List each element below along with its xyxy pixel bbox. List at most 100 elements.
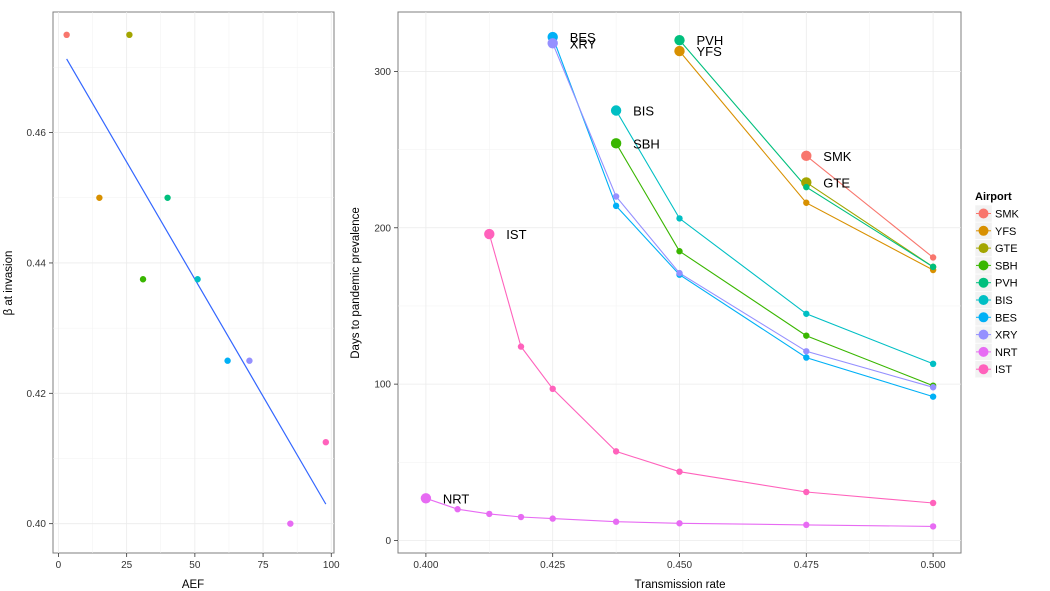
right-gridlines xyxy=(398,12,961,553)
series-point-xry xyxy=(547,38,558,49)
series-point-gte xyxy=(801,177,812,188)
series-point-nrt xyxy=(486,510,493,518)
series-point-yfs xyxy=(803,199,810,206)
series-point-ist xyxy=(549,385,556,393)
series-point-ist xyxy=(803,488,810,496)
left-x-tick-label: 100 xyxy=(323,560,340,571)
left-x-tick-label: 50 xyxy=(189,560,201,571)
series-point-nrt xyxy=(929,523,937,530)
series-point-bes xyxy=(929,393,937,400)
series-line-smk xyxy=(805,155,934,258)
point-label-pvh: PVH xyxy=(697,33,724,48)
left-x-tick-label: 75 xyxy=(258,560,270,571)
left-point-yfs xyxy=(96,194,103,201)
right-x-axis-title: Transmission rate xyxy=(635,579,726,591)
left-x-tick-label: 0 xyxy=(56,560,62,571)
left-points xyxy=(63,31,330,527)
series-point-nrt xyxy=(420,493,432,504)
left-y-tick-label: 0.44 xyxy=(27,258,47,269)
series-point-xry xyxy=(676,269,683,277)
left-y-tick-label: 0.40 xyxy=(27,519,47,530)
point-label-smk: SMK xyxy=(823,149,852,164)
series-point-nrt xyxy=(803,521,810,529)
beta-symbol: β xyxy=(3,308,15,315)
series-point-nrt xyxy=(549,515,556,522)
legend-label-smk: SMK xyxy=(995,209,1020,221)
legend-items: SMK YFS GTE SBH PVH BIS BES XRY NRT IST xyxy=(974,204,1020,378)
left-point-xry xyxy=(246,357,253,364)
legend-label-bis: BIS xyxy=(995,295,1013,307)
point-label-nrt: NRT xyxy=(443,491,470,506)
series-point-nrt xyxy=(676,520,683,527)
right-y-tick-label: 300 xyxy=(374,67,391,78)
right-x-tick-label: 0.450 xyxy=(667,560,692,571)
series-point-bes xyxy=(803,354,810,361)
point-label-bis: BIS xyxy=(633,104,654,119)
right-x-tick-label: 0.475 xyxy=(794,560,819,571)
left-panel-frame xyxy=(52,11,335,554)
series-point-smk xyxy=(929,254,937,261)
left-x-axis-title: AEF xyxy=(182,579,204,591)
right-x-tick-label: 0.400 xyxy=(413,560,438,571)
point-label-sbh: SBH xyxy=(633,136,660,151)
series-point-ist xyxy=(676,468,683,475)
left-y-axis-title: β at invasion xyxy=(3,251,15,316)
series-point-nrt xyxy=(612,518,620,525)
series-point-bis xyxy=(929,360,937,368)
series-point-bis xyxy=(676,215,683,222)
left-point-smk xyxy=(63,31,70,39)
left-point-nrt xyxy=(287,520,294,527)
legend-label-yfs: YFS xyxy=(995,226,1016,238)
left-point-sbh xyxy=(139,276,147,283)
series-point-pvh xyxy=(803,183,810,191)
right-y-ticks: 0 100 200 300 xyxy=(374,67,398,547)
left-y-tick-label: 0.46 xyxy=(27,128,47,139)
left-y-tick-label: 0.42 xyxy=(27,389,47,400)
right-y-axis-title: Days to pandemic prevalence xyxy=(350,207,362,359)
legend: Airport SMK YFS GTE SBH PVH BIS BES XRY NRT IST xyxy=(974,191,1020,378)
series-point-xry xyxy=(612,193,620,200)
series-point-pvh xyxy=(929,263,937,271)
left-point-pvh xyxy=(164,194,171,201)
left-point-ist xyxy=(322,438,330,446)
series-point-bes xyxy=(612,202,620,210)
right-y-tick-label: 100 xyxy=(374,380,391,391)
legend-label-sbh: SBH xyxy=(995,260,1018,272)
series-point-bis xyxy=(610,105,622,116)
left-point-gte xyxy=(126,31,133,39)
point-label-gte: GTE xyxy=(823,175,850,190)
series-point-smk xyxy=(801,150,812,162)
legend-label-pvh: PVH xyxy=(995,278,1018,290)
series-point-pvh xyxy=(674,34,685,46)
right-series-points xyxy=(420,31,937,530)
legend-title: Airport xyxy=(975,191,1012,203)
series-point-nrt xyxy=(454,506,461,513)
left-panel: 0 25 50 75 100 0.40 0.42 0.44 0.46 AEF β at inv… xyxy=(3,11,340,591)
point-label-xry: XRY xyxy=(570,36,597,51)
legend-label-bes: BES xyxy=(995,312,1017,324)
legend-label-ist: IST xyxy=(995,364,1012,376)
left-point-bis xyxy=(194,276,201,283)
right-x-ticks: 0.400 0.425 0.450 0.475 0.500 xyxy=(413,553,946,571)
legend-label-xry: XRY xyxy=(995,330,1018,342)
left-x-tick-label: 25 xyxy=(121,560,133,571)
point-label-yfs: YFS xyxy=(697,44,723,59)
series-point-xry xyxy=(929,384,937,391)
left-x-ticks: 0 25 50 75 100 xyxy=(56,553,340,571)
series-point-ist xyxy=(517,343,525,350)
legend-label-gte: GTE xyxy=(995,243,1018,255)
series-line-sbh xyxy=(615,143,934,387)
series-point-ist xyxy=(929,499,937,507)
series-point-bis xyxy=(803,310,810,317)
series-point-sbh xyxy=(803,332,810,339)
series-point-sbh xyxy=(610,138,622,149)
series-point-sbh xyxy=(676,248,683,255)
series-point-ist xyxy=(612,448,620,455)
right-y-tick-label: 0 xyxy=(385,536,391,547)
legend-label-nrt: NRT xyxy=(995,347,1018,359)
series-point-xry xyxy=(803,348,810,355)
